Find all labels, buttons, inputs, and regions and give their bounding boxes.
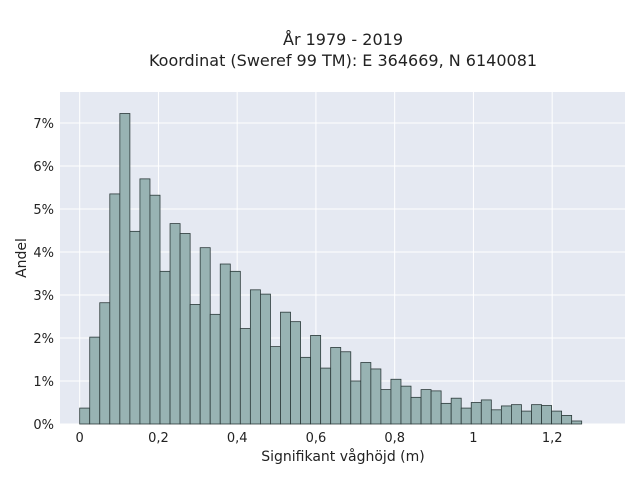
x-tick-label: 1 <box>469 431 477 446</box>
histogram-bar <box>511 404 522 425</box>
histogram-bar <box>219 263 231 425</box>
histogram-bar <box>320 367 332 425</box>
histogram-bar <box>521 410 532 425</box>
histogram-bar <box>470 402 482 425</box>
histogram-bar <box>99 302 111 425</box>
histogram-bar <box>420 389 432 425</box>
histogram-bar <box>340 351 352 425</box>
histogram-bar <box>561 414 573 425</box>
histogram-bar <box>189 304 201 425</box>
histogram-bar <box>450 397 462 425</box>
histogram-bar <box>249 289 261 425</box>
x-axis-ticks: 0 0,2 0,4 0,6 0,8 1 1,2 <box>76 431 563 446</box>
histogram-bar <box>260 293 271 425</box>
histogram-bar <box>149 194 161 425</box>
y-tick-label: 7% <box>33 117 54 132</box>
histogram-bar <box>79 407 91 425</box>
x-axis-title: Signifikant våghöjd (m) <box>261 448 424 465</box>
histogram-bar <box>400 385 412 425</box>
histogram-bar <box>551 410 563 425</box>
histogram-bar <box>179 233 191 425</box>
histogram-bar <box>129 230 141 425</box>
y-tick-label: 6% <box>33 160 54 175</box>
x-tick-label: 0,8 <box>384 431 405 446</box>
y-tick-label: 4% <box>33 246 54 261</box>
histogram-bar <box>290 321 301 425</box>
y-axis-ticks: 0% 1% 2% 3% 4% 5% 6% 7% <box>33 117 54 433</box>
histogram-bar <box>89 336 101 425</box>
histogram-bar <box>139 178 151 425</box>
histogram-bar <box>330 347 342 425</box>
histogram-bar <box>440 402 452 425</box>
histogram-bar <box>430 390 442 425</box>
histogram-bar <box>209 313 221 425</box>
histogram-bar <box>500 405 512 425</box>
chart-title-line-2: Koordinat (Sweref 99 TM): E 364669, N 61… <box>149 51 537 70</box>
x-tick-label: 0,4 <box>227 431 248 446</box>
histogram-bar <box>370 368 382 425</box>
x-tick-label: 0 <box>76 431 84 446</box>
histogram-bar <box>571 420 583 425</box>
y-axis-title: Andel <box>14 238 30 278</box>
histogram-bar <box>380 389 392 425</box>
histogram-bar <box>531 404 542 425</box>
x-tick-label: 0,6 <box>306 431 327 446</box>
histogram-bar <box>480 399 492 425</box>
histogram-bar <box>119 113 131 425</box>
histogram-bar <box>169 223 181 425</box>
y-tick-label: 3% <box>33 289 54 304</box>
histogram-bar <box>490 409 502 425</box>
bars-group <box>79 113 583 425</box>
histogram-bar <box>460 407 472 425</box>
x-tick-label: 0,2 <box>148 431 169 446</box>
x-tick-label: 1,2 <box>542 431 563 446</box>
chart-title-line-1: År 1979 - 2019 <box>283 30 403 49</box>
histogram-bar <box>390 378 402 425</box>
histogram-bar <box>541 405 552 425</box>
histogram-bar <box>350 380 362 425</box>
histogram-bar <box>300 356 312 425</box>
histogram-bar <box>159 270 171 425</box>
histogram-bar <box>310 335 322 425</box>
y-tick-label: 5% <box>33 203 54 218</box>
y-tick-label: 2% <box>33 332 54 347</box>
histogram-bar <box>109 193 121 425</box>
histogram-bar <box>270 346 281 425</box>
histogram-bar <box>229 270 241 425</box>
histogram-bar <box>360 362 372 425</box>
y-tick-label: 1% <box>33 375 54 390</box>
histogram-bar <box>199 247 211 425</box>
histogram-bar <box>280 311 291 425</box>
histogram-bar <box>410 396 422 425</box>
histogram-bar <box>239 328 251 425</box>
y-tick-label: 0% <box>33 418 54 433</box>
